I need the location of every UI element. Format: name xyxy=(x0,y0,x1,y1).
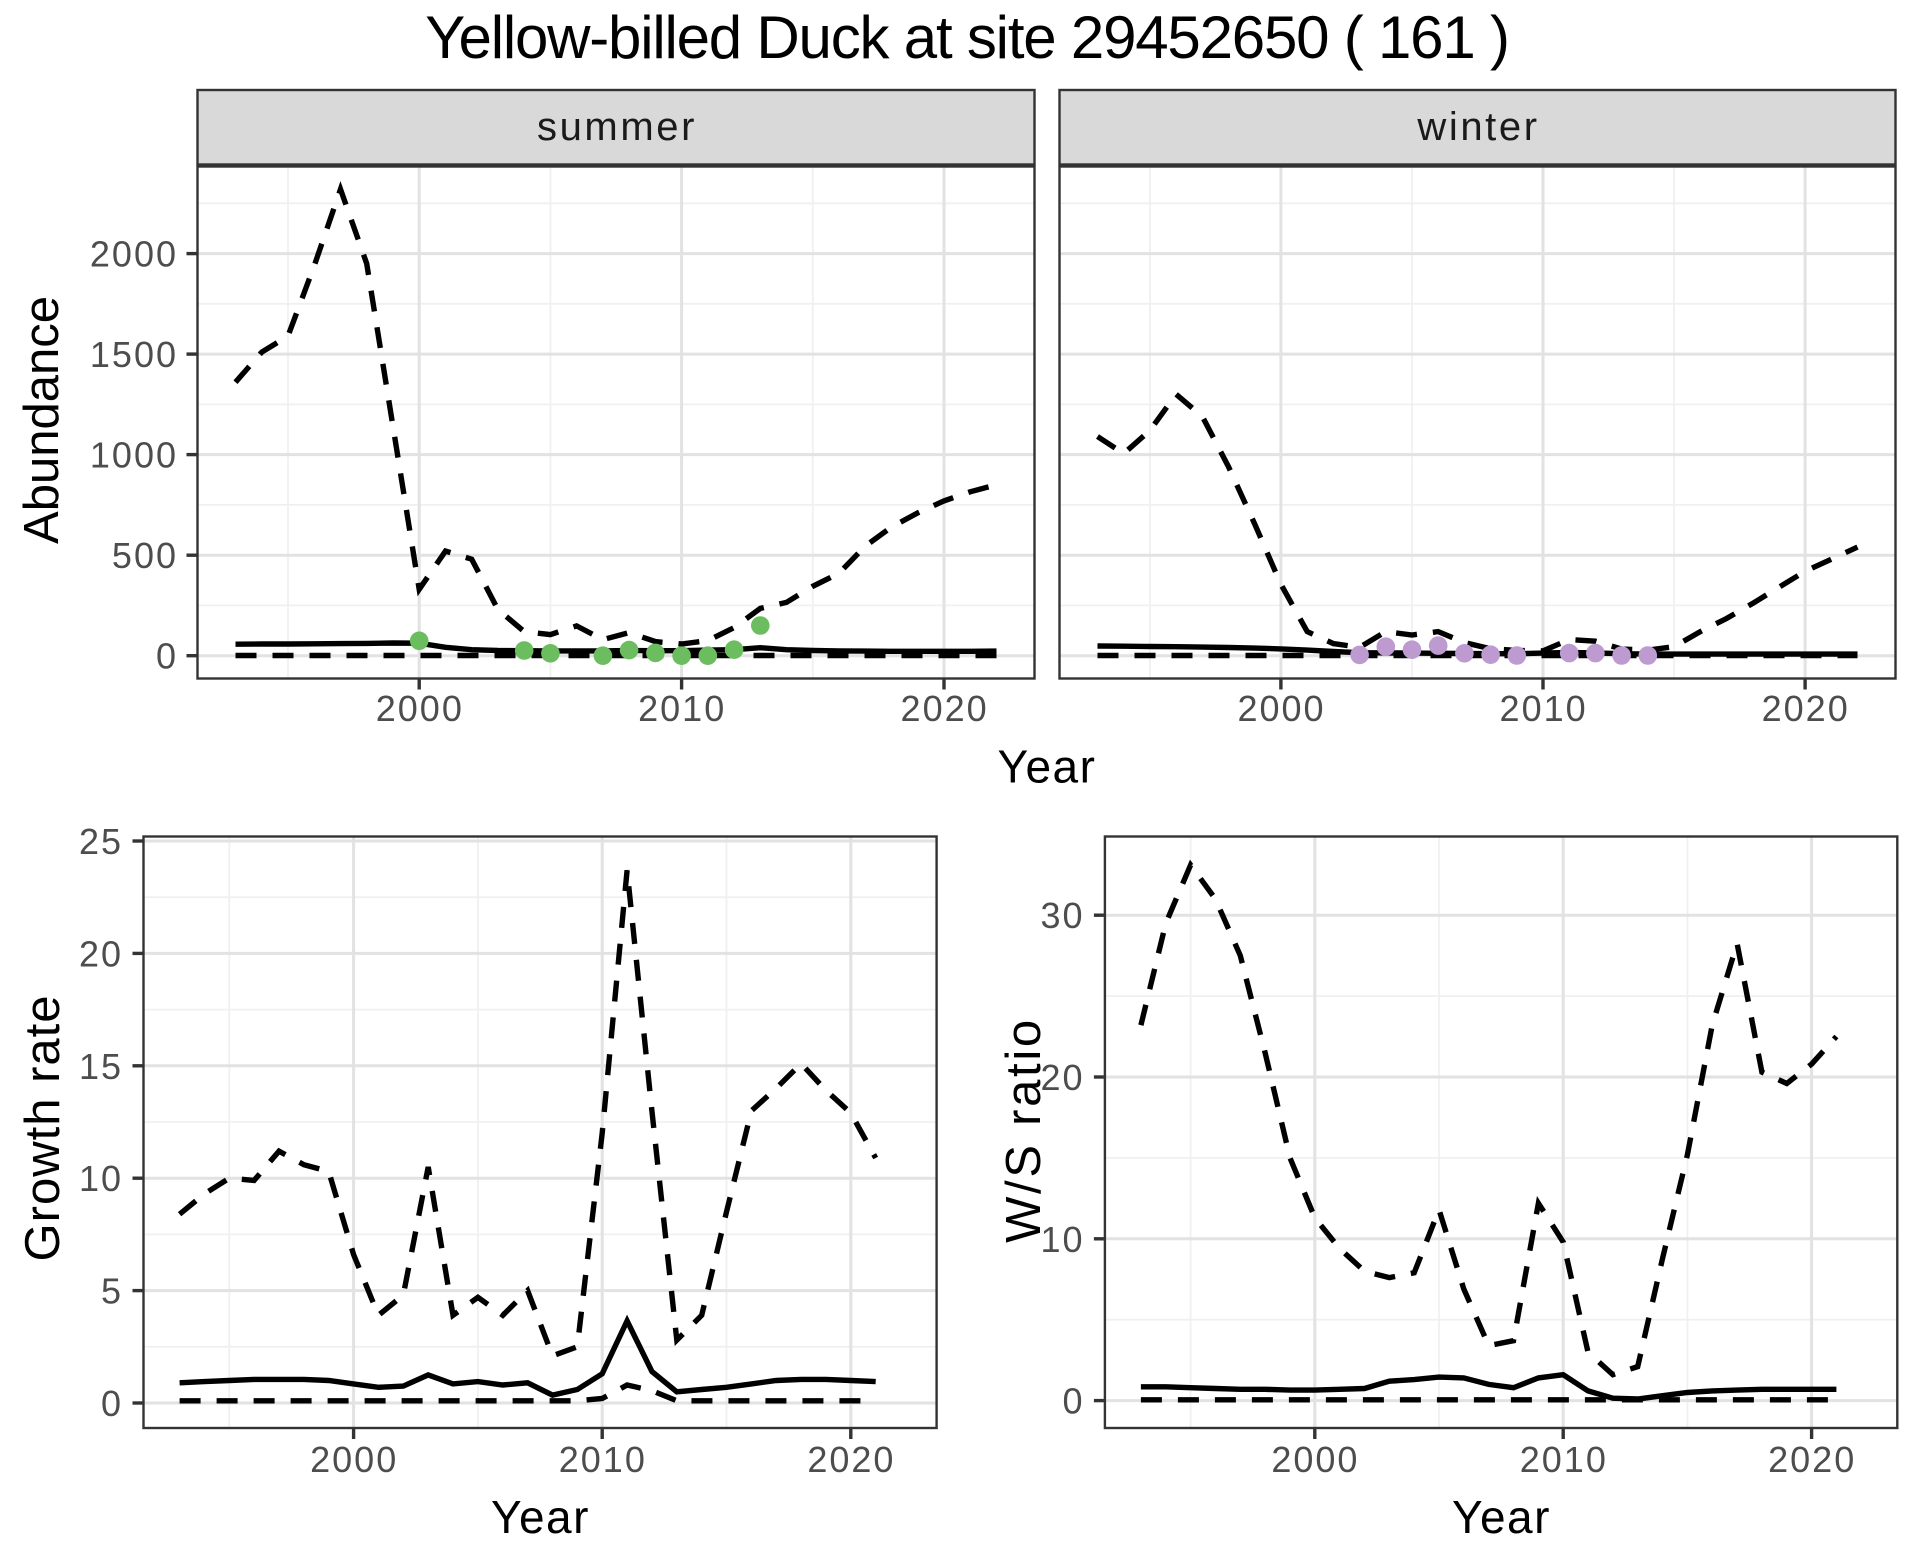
svg-text:30: 30 xyxy=(1040,895,1084,936)
svg-text:2020: 2020 xyxy=(1762,688,1850,729)
svg-text:Yellow-billed Duck at site 294: Yellow-billed Duck at site 29452650 ( 16… xyxy=(425,4,1509,71)
svg-text:2010: 2010 xyxy=(559,1439,647,1480)
svg-text:2000: 2000 xyxy=(1271,1439,1359,1480)
svg-text:0: 0 xyxy=(101,1383,123,1424)
svg-text:Abundance: Abundance xyxy=(15,296,69,544)
svg-text:2020: 2020 xyxy=(1768,1439,1856,1480)
svg-text:2000: 2000 xyxy=(376,688,464,729)
svg-text:10: 10 xyxy=(79,1158,123,1199)
svg-text:2000: 2000 xyxy=(310,1439,398,1480)
svg-text:2000: 2000 xyxy=(1237,688,1325,729)
svg-text:Growth rate: Growth rate xyxy=(16,995,70,1262)
svg-text:Year: Year xyxy=(491,1491,590,1543)
svg-text:20: 20 xyxy=(1040,1057,1084,1098)
svg-text:summer: summer xyxy=(537,105,697,149)
svg-text:2020: 2020 xyxy=(901,688,989,729)
svg-text:0: 0 xyxy=(1062,1381,1084,1422)
svg-text:1500: 1500 xyxy=(90,334,178,375)
svg-text:Year: Year xyxy=(998,741,1097,793)
svg-text:2010: 2010 xyxy=(1500,688,1588,729)
svg-text:W/S ratio: W/S ratio xyxy=(997,1017,1051,1243)
svg-text:20: 20 xyxy=(79,933,123,974)
svg-text:2000: 2000 xyxy=(90,234,178,275)
svg-text:2020: 2020 xyxy=(807,1439,895,1480)
svg-text:winter: winter xyxy=(1416,105,1539,149)
svg-text:2010: 2010 xyxy=(1520,1439,1608,1480)
svg-text:1000: 1000 xyxy=(90,435,178,476)
svg-text:0: 0 xyxy=(156,636,178,677)
svg-text:2010: 2010 xyxy=(638,688,726,729)
svg-text:10: 10 xyxy=(1040,1219,1084,1260)
svg-text:25: 25 xyxy=(79,821,123,862)
svg-text:Year: Year xyxy=(1452,1491,1551,1543)
svg-text:15: 15 xyxy=(79,1046,123,1087)
svg-text:5: 5 xyxy=(101,1271,123,1312)
svg-text:500: 500 xyxy=(112,535,178,576)
